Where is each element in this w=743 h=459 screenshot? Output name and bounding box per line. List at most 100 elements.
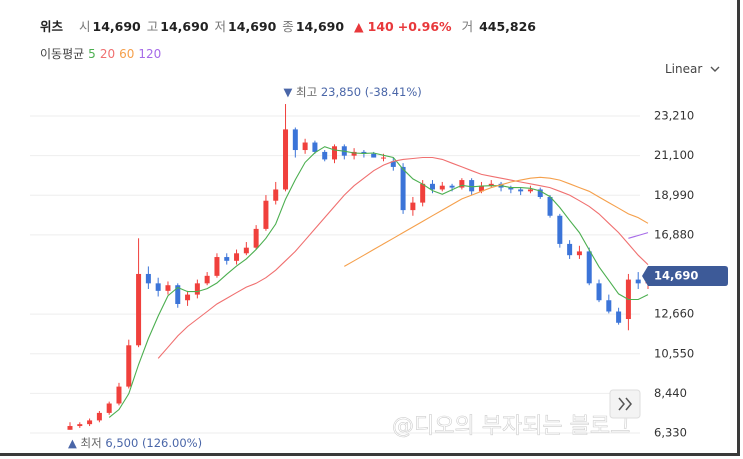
chart: 6,330 8,440 10,550 12,660 16,880 18,990 21,100…	[30, 85, 728, 449]
scale-label: Linear	[665, 62, 703, 76]
quote-value: 14,690	[228, 19, 277, 34]
watermark: @디오의 부자되는 블로그	[392, 414, 630, 439]
candle-body	[635, 279, 641, 284]
annotation-label: 최저	[81, 435, 102, 449]
candle-body	[214, 257, 220, 276]
last-price-box	[642, 266, 728, 287]
y-tick-label: 23,210	[654, 109, 694, 123]
candle-body	[576, 251, 582, 256]
candle-body	[606, 300, 612, 312]
annotation-icon: ▲	[68, 435, 77, 449]
ma-legend: 이동평균 5 20 60 120	[40, 45, 161, 62]
candle-body	[400, 166, 406, 211]
candle-body	[87, 420, 93, 425]
chevron	[710, 66, 720, 72]
quote-label: 종	[282, 19, 294, 34]
last-price-label: 14,690	[654, 269, 698, 283]
annotation-change: (-38.41%)	[365, 85, 422, 99]
marks	[67, 104, 651, 430]
quote-value: 14,690	[92, 19, 141, 34]
y-tick-label: 6,330	[654, 425, 687, 439]
candle-body	[420, 183, 426, 203]
change: 140	[367, 19, 394, 34]
candle-body	[67, 426, 73, 430]
candle-body	[351, 151, 357, 156]
candle-body	[312, 142, 318, 152]
candle-body	[283, 129, 289, 190]
candle-body	[106, 403, 112, 413]
ma-legend-item: 60	[119, 47, 135, 61]
y-tick-label: 21,100	[654, 148, 694, 162]
candle-body	[557, 215, 563, 244]
candle-body	[204, 275, 210, 284]
candle-body	[410, 202, 416, 211]
candle-body	[194, 283, 200, 295]
y-tick-label: 12,660	[654, 307, 694, 321]
candle-body	[537, 189, 543, 197]
candle-body	[302, 142, 308, 151]
stock-name: 위츠	[40, 19, 64, 34]
candle-body	[155, 283, 161, 291]
scale-selector[interactable]: Linear	[665, 62, 720, 76]
candle-body	[116, 386, 122, 404]
candle-body	[459, 180, 465, 188]
candle-body	[77, 424, 83, 427]
candle-body	[478, 185, 484, 192]
change-pct: +0.96%	[397, 19, 452, 34]
ma-label: 이동평균	[40, 47, 85, 61]
ma-line	[344, 176, 649, 267]
quote-list: 시 14,690 고 14,690 저 14,690 종 14,690	[79, 19, 350, 34]
overlay: 6,330 8,440 10,550 12,660 16,880 18,990 21,100…	[68, 85, 728, 449]
candle-body	[371, 153, 377, 158]
candle-body	[332, 146, 338, 160]
y-tick-label: 10,550	[654, 346, 694, 360]
ma-items: 5 20 60 120	[84, 47, 161, 61]
candle-body	[429, 183, 435, 190]
annotation-icon: ▼	[284, 85, 293, 99]
candle-body	[380, 157, 386, 159]
candle-body	[508, 187, 514, 190]
candle-body	[224, 257, 230, 261]
annotation-value: 23,850	[321, 85, 361, 99]
candle-body	[126, 345, 132, 387]
ma-line	[628, 232, 649, 239]
candle-body	[547, 196, 553, 216]
candle-body	[527, 189, 533, 192]
candle-body	[469, 180, 475, 192]
candle-body	[96, 412, 102, 421]
y-tick-label: 16,880	[654, 227, 694, 241]
candle-body	[292, 129, 298, 151]
candle-body	[616, 311, 622, 323]
scroll-button[interactable]	[609, 389, 641, 419]
quote-header: 위츠 시 14,690 고 14,690 저 14,690 종 14,690 ▲ 140 +0…	[40, 16, 542, 35]
ma-legend-item: 120	[138, 47, 162, 61]
candle-body	[273, 189, 279, 201]
quote-label: 저	[214, 19, 227, 34]
annotation: ▼ 최고 23,850 (-38.41%)	[284, 85, 422, 99]
quote-label: 고	[146, 19, 159, 34]
candle-body	[322, 151, 328, 160]
quote-value: 14,690	[295, 19, 345, 34]
candle-body	[263, 200, 269, 229]
candle-body	[136, 273, 142, 346]
annotation-label: 최고	[296, 85, 317, 99]
candle-body	[449, 185, 455, 188]
quote-value: 14,690	[160, 19, 209, 34]
candle-body	[175, 285, 181, 304]
candle-body	[586, 251, 592, 284]
candle-body	[165, 285, 171, 291]
candle-body	[390, 161, 396, 167]
candle-body	[439, 185, 445, 190]
quote-label: 시	[79, 19, 91, 34]
ma-line	[157, 156, 649, 359]
volume-label: 거	[461, 19, 474, 34]
scroll-button-icon	[618, 397, 632, 411]
candle-body	[596, 283, 602, 301]
candle-body	[234, 253, 240, 261]
candle-body	[488, 183, 494, 186]
grid	[30, 115, 640, 434]
candle-body	[518, 189, 524, 192]
annotation-value: 6,500	[105, 435, 138, 449]
candle-body	[185, 294, 191, 301]
